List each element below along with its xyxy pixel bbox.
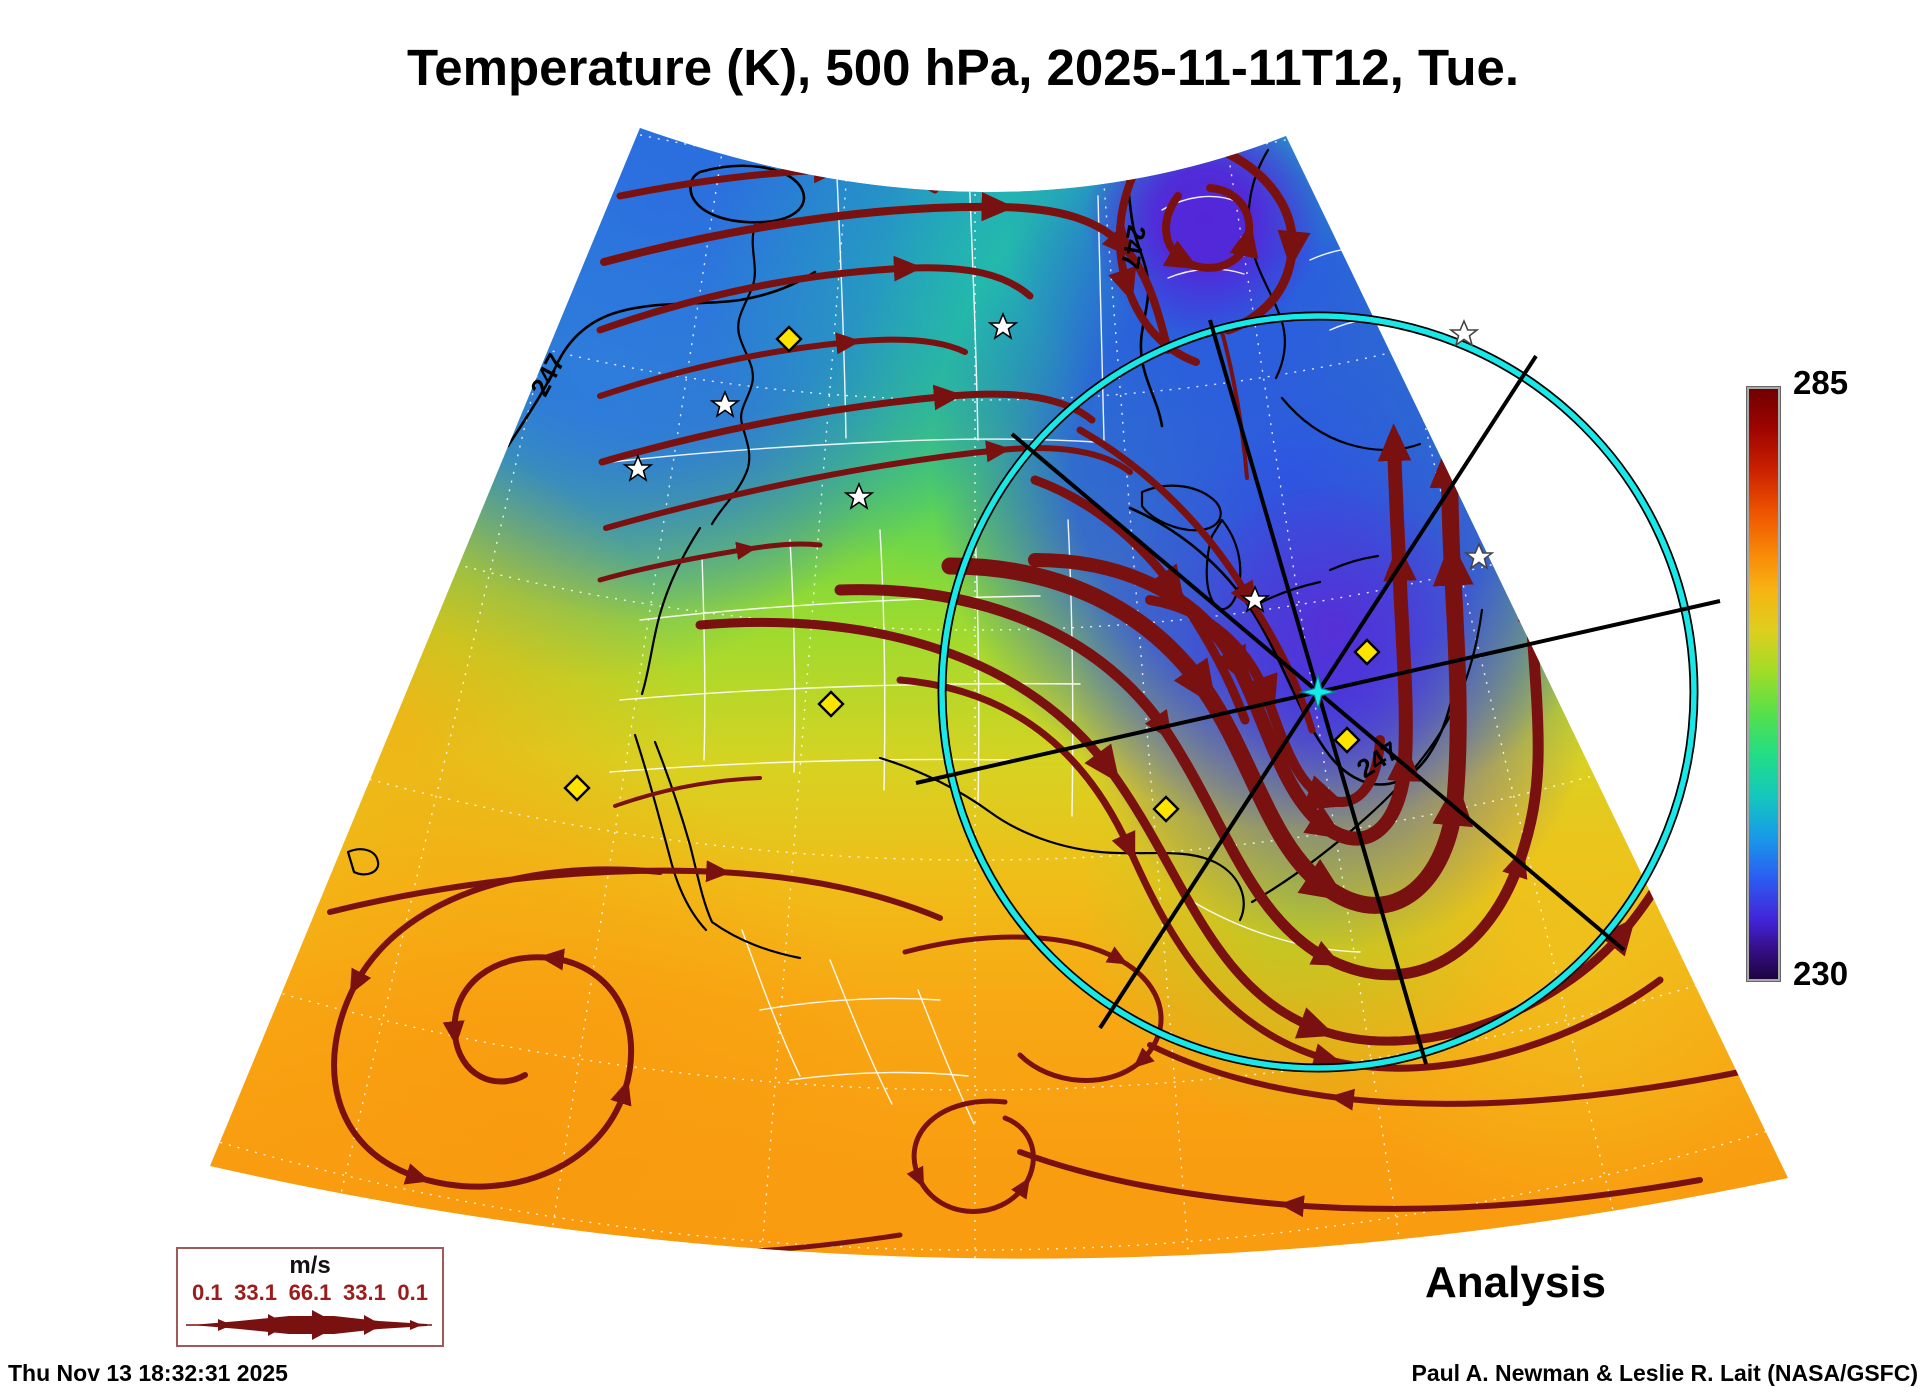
legend-value: 33.1 (234, 1280, 277, 1305)
legend-values-row: 0.1 33.1 66.1 33.1 0.1 (178, 1280, 442, 1306)
legend-value: 33.1 (342, 1280, 386, 1305)
colorbar-min-label: 230 (1793, 955, 1849, 992)
analysis-mode-label: Analysis (1425, 1258, 1606, 1307)
page-title: Temperature (K), 500 hPa, 2025-11-11T12,… (406, 39, 1520, 96)
temperature-field (210, 128, 1788, 1259)
center-cyan-star (1298, 672, 1338, 712)
credit-line: Paul A. Newman & Leslie R. Lait (NASA/GS… (1411, 1360, 1918, 1386)
colorbar (1747, 387, 1780, 981)
legend-value: 66.1 (288, 1280, 332, 1305)
range-circle (937, 311, 1699, 1073)
colorbar-max-label: 285 (1793, 364, 1849, 401)
legend-value: 0.1 (397, 1280, 428, 1305)
streamlines (327, 143, 1743, 1259)
generation-timestamp: Thu Nov 13 18:32:31 2025 (8, 1360, 288, 1386)
legend-value: 0.1 (192, 1280, 223, 1305)
wind-speed-legend: m/s 0.1 33.1 66.1 33.1 0.1 (176, 1247, 444, 1347)
legend-units-label: m/s (289, 1252, 331, 1279)
wind-scale-arrow-glyph (186, 1310, 432, 1340)
